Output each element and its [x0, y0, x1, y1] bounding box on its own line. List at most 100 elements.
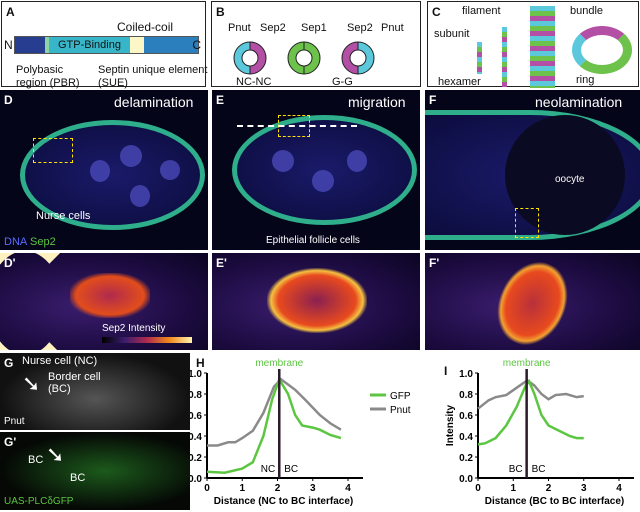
ring — [572, 26, 632, 74]
x-axis-label: Distance (BC to BC interface) — [485, 496, 624, 507]
y-axis-label: Intensity — [445, 405, 456, 447]
y-tick-label: 0.8 — [190, 390, 202, 401]
filament-chain — [502, 27, 507, 87]
x-tick-label: 0 — [475, 483, 481, 494]
sue-domain — [130, 37, 144, 53]
x-tick-label: 3 — [581, 483, 587, 494]
pbr-domain — [45, 37, 49, 53]
arrow-icon: ➘ — [46, 442, 65, 467]
septin-hexamer-diagram — [233, 41, 375, 75]
x-tick-label: 4 — [616, 483, 622, 494]
panel-label: I — [444, 364, 448, 378]
subunit-label: Sep1 — [301, 22, 327, 34]
y-tick-label: 0.0 — [190, 474, 202, 485]
chart-h: 0 1 2 3 4 0.0 0.2 0.4 0.6 0.8 1.0 Distance (NC to B… — [190, 358, 411, 507]
hexamer-label: hexamer — [438, 76, 481, 88]
x-axis-label: Distance (NC to BC interface) — [214, 496, 353, 507]
bundle-label: bundle — [570, 5, 604, 17]
heatmap-e-prime: E' — [212, 253, 420, 350]
series-line-gfp — [477, 379, 584, 446]
nc-nc-interface-label: NC-NC — [236, 76, 272, 88]
y-tick-label: 0.6 — [190, 411, 202, 422]
left-region-label: BC — [509, 464, 523, 475]
y-tick-label: 0.4 — [459, 432, 473, 443]
stage-title: neolamination — [535, 94, 623, 110]
y-tick-label: 0.0 — [459, 474, 473, 485]
y-tick-label: 0.2 — [190, 453, 202, 464]
arrow-icon: ➘ — [22, 371, 41, 396]
n-terminus: N — [4, 38, 13, 52]
left-region-label: NC — [261, 464, 275, 475]
pbr-label: Polybasic region (PBR) — [16, 64, 80, 89]
membrane-label: membrane — [503, 358, 551, 369]
y-tick-label: 0.2 — [459, 453, 473, 464]
y-tick-label: 0.6 — [459, 411, 473, 422]
chart-i: 0 1 2 3 4 0.0 0.2 0.4 0.6 0.8 1.0 Distance (BC to B… — [445, 358, 634, 507]
x-tick-label: 1 — [239, 483, 245, 494]
panel-label: G — [4, 356, 14, 370]
heatmap-d-prime: D' Sep2 Intensity — [0, 253, 208, 350]
legend-label: Pnut — [390, 405, 411, 416]
filament-label: filament — [462, 5, 501, 17]
intensity-colorbar — [102, 337, 192, 343]
panel-label: C — [432, 5, 441, 19]
legend-label: GFP — [390, 391, 411, 402]
panel-c: C filament bundle subunit hexamer ring — [427, 1, 639, 88]
bc-label: BC — [28, 454, 44, 466]
coiled-coil-domain — [144, 37, 198, 53]
n-domain — [15, 37, 45, 53]
stain-label: UAS-PLCδGFP — [4, 496, 74, 507]
follicle-cells-label: Epithelial follicle cells — [266, 235, 360, 246]
subunit-label: Pnut — [381, 22, 404, 34]
micrograph-g: G Nurse cell (NC) Border cell (BC) ➘ Pnu… — [0, 353, 190, 430]
right-region-label: BC — [284, 464, 298, 475]
panel-label: F' — [429, 256, 440, 270]
panel-label: G' — [4, 435, 17, 449]
series-line-gfp — [206, 376, 342, 475]
panel-label: E' — [216, 256, 227, 270]
ring-label: ring — [576, 74, 595, 86]
nurse-cell-label: Nurse cell (NC) — [22, 355, 98, 367]
oocyte-label: oocyte — [555, 174, 585, 185]
panel-label: H — [196, 356, 205, 370]
panel-a: A Coiled-coil N GTP-Binding C Polybasic … — [1, 1, 208, 89]
y-tick-label: 1.0 — [459, 369, 473, 380]
coiled-coil-label: Coiled-coil — [117, 20, 174, 34]
micrograph-g-prime: G' BC ➘ BC UAS-PLCδGFP — [0, 432, 190, 510]
subunit-label: subunit — [434, 28, 470, 40]
heatmap-f-prime: F' — [425, 253, 640, 350]
c-terminus: C — [192, 38, 201, 52]
bundle — [530, 6, 555, 88]
bc-label: BC — [70, 472, 86, 484]
g-g-interface-label: G-G — [332, 76, 353, 88]
intensity-scale-label: Sep2 Intensity — [102, 323, 166, 334]
panel-label: F — [429, 93, 437, 107]
membrane-label: membrane — [255, 358, 303, 369]
panel-b: B Pnut Sep2 Sep1 Sep2 Pnut NC-NC G-G — [211, 1, 421, 88]
nurse-cells-label: Nurse cells — [36, 210, 91, 222]
subunit-label: Sep2 — [347, 22, 373, 34]
panel-label: D — [4, 93, 13, 107]
micrograph-e: E migration Epithelial follicle cells — [212, 90, 420, 250]
dna-channel-label: DNA — [4, 236, 28, 248]
hexamer-chain — [477, 42, 482, 74]
panel-label: D' — [4, 256, 16, 270]
x-tick-label: 2 — [275, 483, 281, 494]
y-tick-label: 0.8 — [459, 390, 473, 401]
y-tick-label: 1.0 — [190, 369, 202, 380]
subunit-label: Sep2 — [260, 22, 286, 34]
protein-domain-bar: GTP-Binding — [14, 36, 199, 54]
gtp-domain: GTP-Binding — [49, 37, 130, 53]
series-line-pnut — [207, 377, 342, 447]
right-region-label: BC — [532, 464, 546, 475]
sue-label: Septin unique element (SUE) — [98, 64, 208, 89]
x-tick-label: 1 — [510, 483, 516, 494]
x-tick-label: 2 — [546, 483, 552, 494]
micrograph-f: F neolamination oocyte — [425, 90, 640, 250]
sep2-channel-label: Sep2 — [30, 236, 56, 248]
subunit-label: Pnut — [228, 22, 251, 34]
panel-label: B — [216, 5, 225, 19]
x-tick-label: 4 — [345, 483, 351, 494]
x-tick-label: 0 — [204, 483, 210, 494]
y-tick-label: 0.4 — [190, 432, 202, 443]
